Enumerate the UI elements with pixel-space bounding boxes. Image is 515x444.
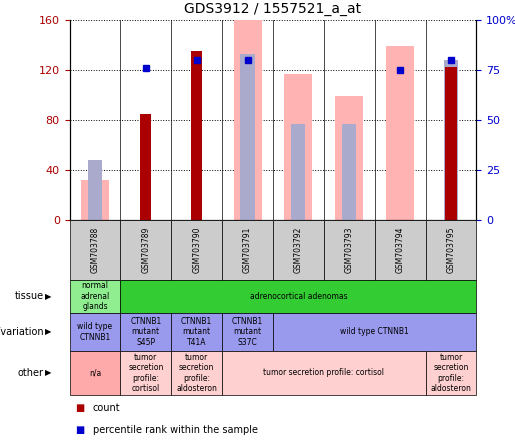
- Text: count: count: [93, 404, 121, 413]
- Text: CTNNB1
mutant
S45P: CTNNB1 mutant S45P: [130, 317, 161, 347]
- Text: tumor secretion profile: cortisol: tumor secretion profile: cortisol: [263, 369, 384, 377]
- Text: tissue: tissue: [14, 291, 44, 301]
- Bar: [140, 114, 151, 220]
- Bar: [291, 124, 305, 220]
- Text: normal
adrenal
glands: normal adrenal glands: [80, 281, 110, 311]
- Text: tumor
secretion
profile:
cortisol: tumor secretion profile: cortisol: [128, 353, 163, 393]
- Text: GSM703792: GSM703792: [294, 226, 303, 273]
- Bar: [233, 4, 262, 220]
- Bar: [342, 124, 356, 220]
- Text: wild type
CTNNB1: wild type CTNNB1: [77, 322, 112, 341]
- Bar: [284, 74, 313, 220]
- Bar: [81, 180, 109, 220]
- Text: GSM703791: GSM703791: [243, 226, 252, 273]
- Text: other: other: [18, 368, 44, 378]
- Text: ■: ■: [75, 425, 84, 435]
- Text: ▶: ▶: [45, 292, 52, 301]
- Text: GSM703790: GSM703790: [192, 226, 201, 273]
- Text: ■: ■: [75, 404, 84, 413]
- Title: GDS3912 / 1557521_a_at: GDS3912 / 1557521_a_at: [184, 2, 362, 16]
- Bar: [444, 60, 458, 220]
- Text: genotype/variation: genotype/variation: [0, 327, 44, 337]
- Bar: [445, 67, 456, 220]
- Text: GSM703795: GSM703795: [447, 226, 455, 273]
- Text: adrenocortical adenomas: adrenocortical adenomas: [250, 292, 347, 301]
- Bar: [191, 51, 202, 220]
- Text: tumor
secretion
profile:
aldosteron: tumor secretion profile: aldosteron: [176, 353, 217, 393]
- Text: CTNNB1
mutant
S37C: CTNNB1 mutant S37C: [232, 317, 263, 347]
- Text: ▶: ▶: [45, 369, 52, 377]
- Bar: [335, 96, 363, 220]
- Bar: [386, 46, 414, 220]
- Text: n/a: n/a: [89, 369, 101, 377]
- Text: GSM703793: GSM703793: [345, 226, 354, 273]
- Bar: [241, 54, 254, 220]
- Bar: [88, 160, 102, 220]
- Text: tumor
secretion
profile:
aldosteron: tumor secretion profile: aldosteron: [431, 353, 471, 393]
- Text: GSM703788: GSM703788: [91, 226, 99, 273]
- Text: CTNNB1
mutant
T41A: CTNNB1 mutant T41A: [181, 317, 212, 347]
- Text: ▶: ▶: [45, 327, 52, 337]
- Text: GSM703789: GSM703789: [141, 226, 150, 273]
- Text: wild type CTNNB1: wild type CTNNB1: [340, 327, 409, 337]
- Text: GSM703794: GSM703794: [396, 226, 405, 273]
- Text: percentile rank within the sample: percentile rank within the sample: [93, 425, 258, 435]
